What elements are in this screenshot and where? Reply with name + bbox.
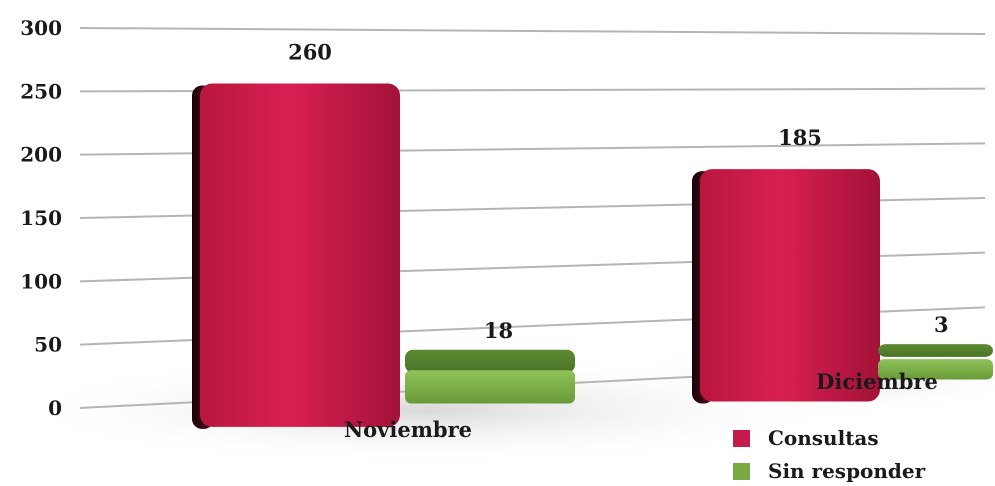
gridline	[79, 27, 986, 35]
y-tick-label: 200	[20, 143, 62, 167]
bar-sin-responder	[405, 370, 575, 404]
data-label-consultas: 185	[778, 125, 822, 150]
y-tick-label: 250	[20, 79, 62, 103]
legend-swatch	[733, 430, 750, 447]
data-label-sin-responder: 3	[934, 312, 949, 337]
bar-sin-responder	[878, 359, 993, 380]
legend-swatch	[733, 463, 750, 480]
y-tick-label: 50	[34, 333, 62, 357]
y-tick-label: 150	[20, 206, 62, 230]
data-label-sin-responder: 18	[484, 318, 513, 343]
bar-sin-responder-top	[405, 349, 575, 373]
data-label-consultas: 260	[288, 40, 332, 65]
legend-label: Sin responder	[768, 459, 926, 483]
category-label: Noviembre	[344, 417, 472, 442]
bar-sin-responder-top	[878, 344, 993, 357]
legend-label: Consultas	[768, 426, 879, 450]
bar-consultas	[200, 83, 400, 427]
bar-consultas	[700, 169, 880, 402]
y-tick-label: 100	[20, 269, 62, 293]
y-tick-label: 300	[20, 16, 62, 40]
y-tick-label: 0	[48, 396, 62, 420]
category-label: Diciembre	[816, 369, 938, 394]
